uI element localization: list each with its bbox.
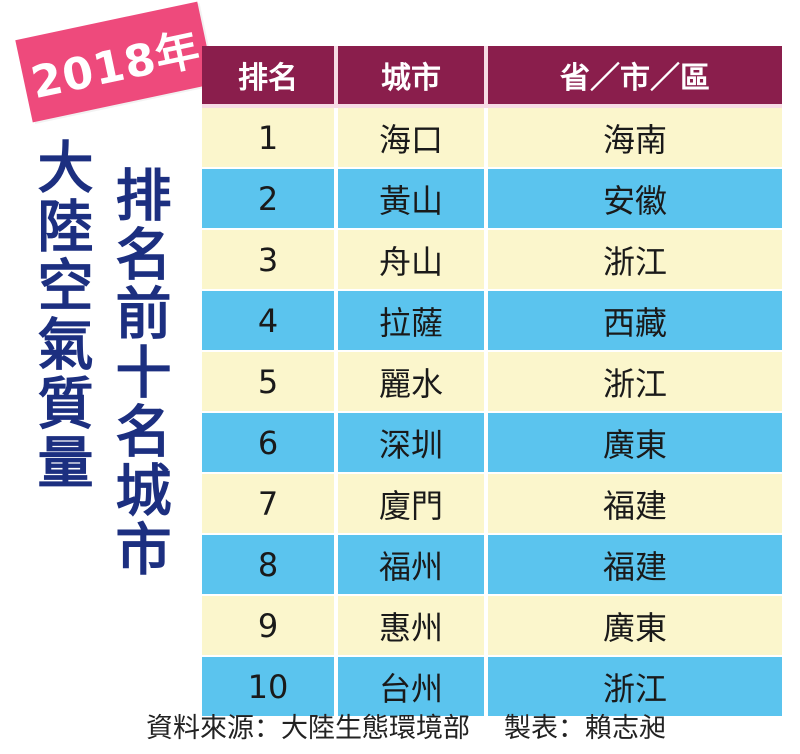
cell-city: 台州 (338, 657, 488, 716)
cell-province: 廣東 (602, 608, 667, 647)
title-line-2: 排名前十名城市 (106, 166, 171, 579)
cell-city: 拉薩 (338, 291, 488, 350)
table-row: 10 台州 浙江 (202, 657, 782, 718)
cell-city: 海口 (338, 108, 488, 167)
cell-rank: 9 (202, 596, 338, 655)
cell-province: 浙江 (602, 364, 667, 403)
cell-province: 浙江 (602, 669, 667, 708)
cell-rank: 3 (202, 230, 338, 289)
cell-rank: 10 (202, 657, 338, 716)
year-badge: 2018年 (15, 1, 215, 123)
table-row: 4 拉薩 西藏 (202, 291, 782, 352)
table-row: 9 惠州 廣東 (202, 596, 782, 657)
cell-rank: 7 (202, 474, 338, 533)
cell-rank: 2 (202, 169, 338, 228)
cell-rank: 6 (202, 413, 338, 472)
cell-city: 福州 (338, 535, 488, 594)
cell-province: 浙江 (602, 242, 667, 281)
year-label: 2018年 (26, 23, 206, 110)
table-header: 排名 城市 省／市／區 (202, 46, 782, 108)
source-text: 資料來源：大陸生態環境部 (146, 713, 470, 744)
table-row: 8 福州 福建 (202, 535, 782, 596)
cell-rank: 8 (202, 535, 338, 594)
cell-city: 舟山 (338, 230, 488, 289)
cell-city: 惠州 (338, 596, 488, 655)
header-city: 城市 (338, 46, 488, 104)
table-row: 1 海口 海南 (202, 108, 782, 169)
cell-province: 安徽 (602, 181, 667, 220)
title-line-1: 大陸空氣質量 (28, 138, 93, 492)
table-row: 3 舟山 浙江 (202, 230, 782, 291)
cell-province: 海南 (602, 120, 667, 159)
cell-province: 西藏 (602, 303, 667, 342)
table-row: 2 黃山 安徽 (202, 169, 782, 230)
table-body: 1 海口 海南 2 黃山 安徽 3 舟山 浙江 4 拉薩 西藏 5 麗水 浙江 6 深圳 廣東 7 廈門 福建 8 福州 福建… (202, 108, 782, 718)
header-rank: 排名 (202, 46, 338, 104)
table-row: 7 廈門 福建 (202, 474, 782, 535)
cell-rank: 5 (202, 352, 338, 411)
table-row: 6 深圳 廣東 (202, 413, 782, 474)
footer: 資料來源：大陸生態環境部 製表：賴志昶 (146, 706, 666, 745)
cell-province: 福建 (602, 547, 667, 586)
header-province: 省／市／區 (560, 61, 710, 96)
cell-city: 麗水 (338, 352, 488, 411)
credit-text: 製表：賴志昶 (504, 713, 666, 744)
cell-rank: 1 (202, 108, 338, 167)
cell-province: 福建 (602, 486, 667, 525)
cell-city: 黃山 (338, 169, 488, 228)
ranking-table: 排名 城市 省／市／區 1 海口 海南 2 黃山 安徽 3 舟山 浙江 4 拉薩 西藏 5 麗水 浙江 6 深圳… (202, 46, 782, 718)
cell-rank: 4 (202, 291, 338, 350)
cell-city: 深圳 (338, 413, 488, 472)
cell-province: 廣東 (602, 425, 667, 464)
table-row: 5 麗水 浙江 (202, 352, 782, 413)
cell-city: 廈門 (338, 474, 488, 533)
